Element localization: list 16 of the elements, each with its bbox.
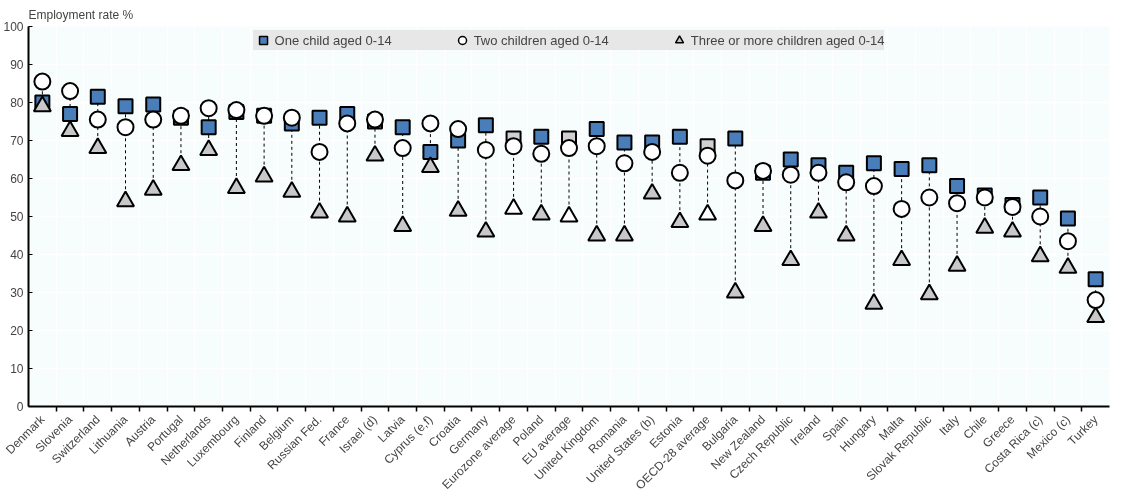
y-tick-label: 90 [10,58,24,72]
y-tick-label: 70 [10,134,24,148]
legend-label: One child aged 0-14 [274,32,392,48]
y-tick-label: 40 [10,248,24,262]
legend-label: Two children aged 0-14 [473,32,609,48]
y-axis-title: Employment rate % [28,7,134,22]
y-tick-label: 100 [3,20,24,34]
y-tick-label: 20 [10,324,24,338]
y-tick-label: 0 [16,400,24,414]
y-tick-label: 80 [10,96,24,110]
y-tick-label: 10 [10,362,24,376]
y-tick-label: 60 [10,172,24,186]
legend-label: Three or more children aged 0-14 [690,32,885,48]
x-tick-label: Italy [936,412,963,439]
y-tick-label: 50 [10,210,24,224]
y-tick-label: 30 [10,286,24,300]
